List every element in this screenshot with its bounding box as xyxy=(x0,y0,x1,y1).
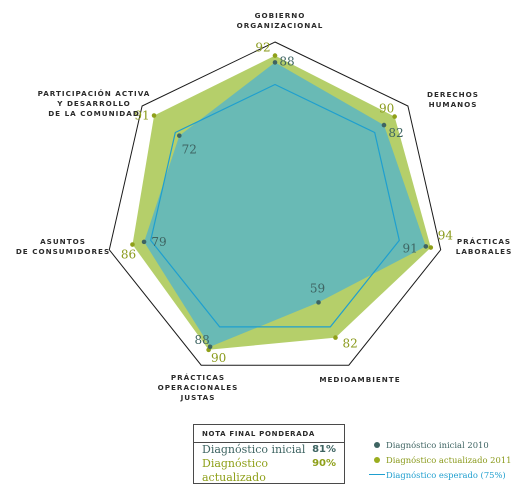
value-label-updated-4: 90 xyxy=(211,351,226,365)
marker-updated-3 xyxy=(333,335,338,340)
radar-outline xyxy=(108,41,442,366)
axis-label-1: DERECHOS HUMANOSDERECHOS HUMANOS xyxy=(427,90,479,109)
weighted-score-initial-label: Diagnóstico inicial xyxy=(202,443,306,456)
value-label-updated-6: 91 xyxy=(134,109,149,123)
legend-item-updated: Diagnóstico actualizado 2011 xyxy=(368,452,518,467)
axis-label-4: PRÁCTICAS OPERACIONALES JUSTASPRÁCTICAS O… xyxy=(158,373,239,402)
weighted-score-updated-label: Diagnóstico actualizado xyxy=(202,457,269,484)
weighted-score-initial-value: 81% xyxy=(312,444,336,455)
legend-item-initial: Diagnóstico inicial 2010 xyxy=(368,437,518,452)
weighted-score-initial-row: Diagnóstico inicial 81% xyxy=(194,443,344,457)
chart-legend: Diagnóstico inicial 2010 Diagnóstico act… xyxy=(368,437,518,482)
marker-initial-4 xyxy=(207,344,213,350)
series-area-initial xyxy=(144,62,426,347)
value-label-updated-0: 92 xyxy=(255,41,270,55)
axis-label-0: GOBIERNO ORGANIZACIONALGOBIERNO ORGANIZAC… xyxy=(237,11,324,30)
marker-updated-1 xyxy=(392,114,397,119)
weighted-score-box: NOTA FINAL PONDERADA Diagnóstico inicial… xyxy=(193,424,345,484)
value-label-initial-4: 88 xyxy=(194,333,209,347)
legend-marker-initial xyxy=(374,441,380,448)
legend-line-expected xyxy=(369,473,385,476)
axis-label-2: PRÁCTICAS LABORALESPRÁCTICAS LABORALES xyxy=(456,237,513,256)
marker-initial-3 xyxy=(316,300,321,305)
marker-initial-2 xyxy=(423,244,429,249)
weighted-score-updated-value: 90% xyxy=(312,458,336,469)
value-label-initial-5: 79 xyxy=(151,235,166,249)
marker-updated-6 xyxy=(151,113,157,118)
series-line-expected xyxy=(150,83,400,328)
value-label-initial-1: 82 xyxy=(388,126,403,140)
weighted-score-updated-row: Diagnóstico actualizado 90% xyxy=(194,457,344,485)
value-label-updated-5: 86 xyxy=(121,248,136,262)
value-label-initial-6: 72 xyxy=(182,143,197,157)
value-label-initial-0: 88 xyxy=(279,54,294,68)
marker-initial-0 xyxy=(272,60,278,65)
marker-initial-5 xyxy=(141,239,147,245)
value-label-updated-1: 90 xyxy=(379,102,394,116)
axis-label-6: PARTICIPACIÓN ACTIVA Y DESARROLLO DE LA … xyxy=(38,89,151,118)
value-label-updated-3: 82 xyxy=(342,337,357,351)
legend-label-updated: Diagnóstico actualizado 2011 xyxy=(386,454,512,465)
marker-initial-6 xyxy=(177,133,182,138)
weighted-score-title: NOTA FINAL PONDERADA xyxy=(194,425,344,443)
legend-label-initial: Diagnóstico inicial 2010 xyxy=(386,439,489,450)
value-label-initial-3: 59 xyxy=(310,281,325,295)
axis-label-5: ASUNTOS DE CONSUMIDORESASUNTOS DE CONSUMI… xyxy=(16,237,110,256)
marker-initial-1 xyxy=(381,122,387,128)
legend-item-expected: Diagnóstico esperado (75%) xyxy=(368,467,518,482)
legend-label-expected: Diagnóstico esperado (75%) xyxy=(386,469,506,480)
marker-updated-2 xyxy=(428,245,434,250)
value-label-initial-2: 91 xyxy=(403,241,418,255)
marker-updated-5 xyxy=(130,242,135,247)
value-label-updated-2: 94 xyxy=(438,229,454,243)
axis-label-3: MEDIOAMBIENTEMEDIOAMBIENTE xyxy=(319,375,400,384)
legend-marker-updated xyxy=(374,456,380,463)
marker-updated-0 xyxy=(272,53,278,58)
